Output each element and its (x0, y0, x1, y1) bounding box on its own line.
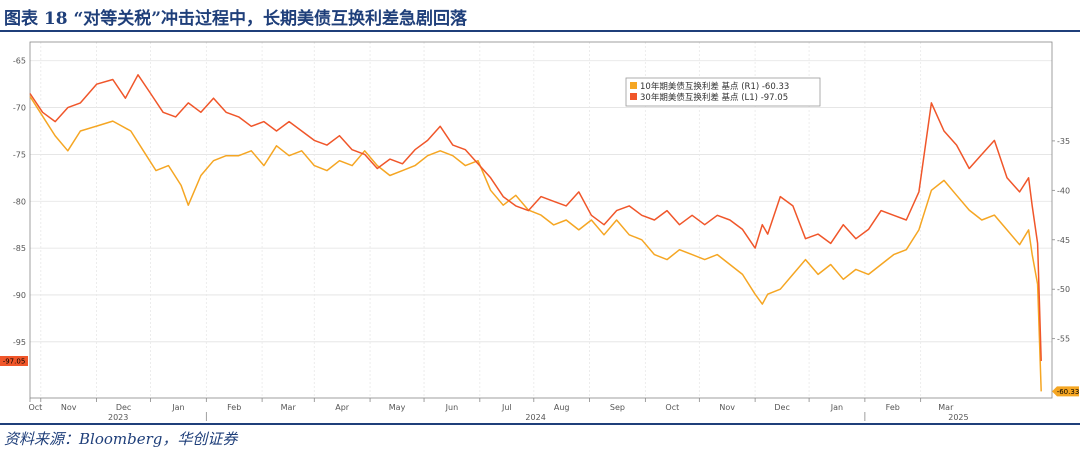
x-month-label: Jan (171, 403, 184, 412)
x-year-label: 2025 (948, 413, 968, 421)
x-month-label: Nov (61, 403, 77, 412)
right-tick-label: -35 (1057, 137, 1070, 146)
x-month-label: Dec (774, 403, 789, 412)
left-end-tag (0, 355, 28, 366)
x-month-label: Mar (281, 403, 297, 412)
left-tick-label: -90 (13, 291, 26, 300)
line-chart: -65 -70 -75 -80 -85 -90 -95 -35 -40 -45 -50 -55 Oct N… (0, 41, 1080, 421)
legend-box (625, 77, 821, 107)
left-tick-label: -85 (13, 244, 26, 253)
chart-title: 图表 18 “对等关税”冲击过程中，长期美债互换利差急剧回落 (4, 9, 468, 29)
right-tick-label: -40 (1057, 186, 1070, 195)
x-month-label: Oct (665, 403, 679, 412)
plot-frame (29, 41, 1053, 399)
x-month-label: Aug (554, 403, 570, 412)
x-year-label: 2024 (525, 413, 545, 421)
left-tick-label: -65 (13, 57, 26, 66)
left-tick-label: -70 (13, 104, 26, 113)
title-divider (0, 30, 1080, 32)
left-tick-label: -80 (13, 197, 26, 206)
series-10y-line (29, 95, 1042, 392)
x-month-label: Oct (28, 403, 42, 412)
right-end-tag (1052, 386, 1079, 397)
right-end-value: -60.33 (1057, 388, 1080, 396)
x-month-label: Feb (886, 403, 900, 412)
source-note: 资料来源：Bloomberg，华创证券 (4, 430, 238, 448)
x-month-label: Mar (938, 403, 954, 412)
right-tick-label: -50 (1057, 285, 1070, 294)
axes-layer: -65 -70 -75 -80 -85 -90 -95 -35 -40 -45 -50 -55 Oct N… (13, 41, 1070, 421)
x-month-label: May (389, 403, 406, 412)
left-tick-label: -75 (13, 150, 26, 159)
source-divider (0, 423, 1080, 425)
right-tick-label: -55 (1057, 335, 1070, 344)
legend-swatch (630, 93, 637, 100)
x-month-label: Jun (445, 403, 459, 412)
left-tick-label: -95 (13, 338, 26, 347)
grid-layer (30, 42, 1052, 398)
x-month-label: Nov (719, 403, 735, 412)
x-year-label: 2023 (108, 413, 128, 421)
series-layer (29, 74, 1042, 392)
right-tick-label: -45 (1057, 236, 1070, 245)
x-month-label: Dec (116, 403, 131, 412)
x-month-label: Jan (830, 403, 843, 412)
x-month-label: Feb (227, 403, 241, 412)
series-30y-line (29, 74, 1042, 362)
left-end-value: -97.05 (3, 357, 26, 365)
legend-label: 10年期美债互换利差 基点 (R1) -60.33 (640, 81, 789, 92)
end-value-labels: -60.33 -97.05 (0, 355, 1080, 397)
legend-label: 30年期美债互换利差 基点 (L1) -97.05 (640, 92, 788, 103)
x-month-label: Jul (501, 403, 512, 412)
x-month-label: Sep (610, 403, 625, 412)
x-month-label: Apr (335, 403, 350, 412)
legend-swatch (630, 82, 637, 89)
